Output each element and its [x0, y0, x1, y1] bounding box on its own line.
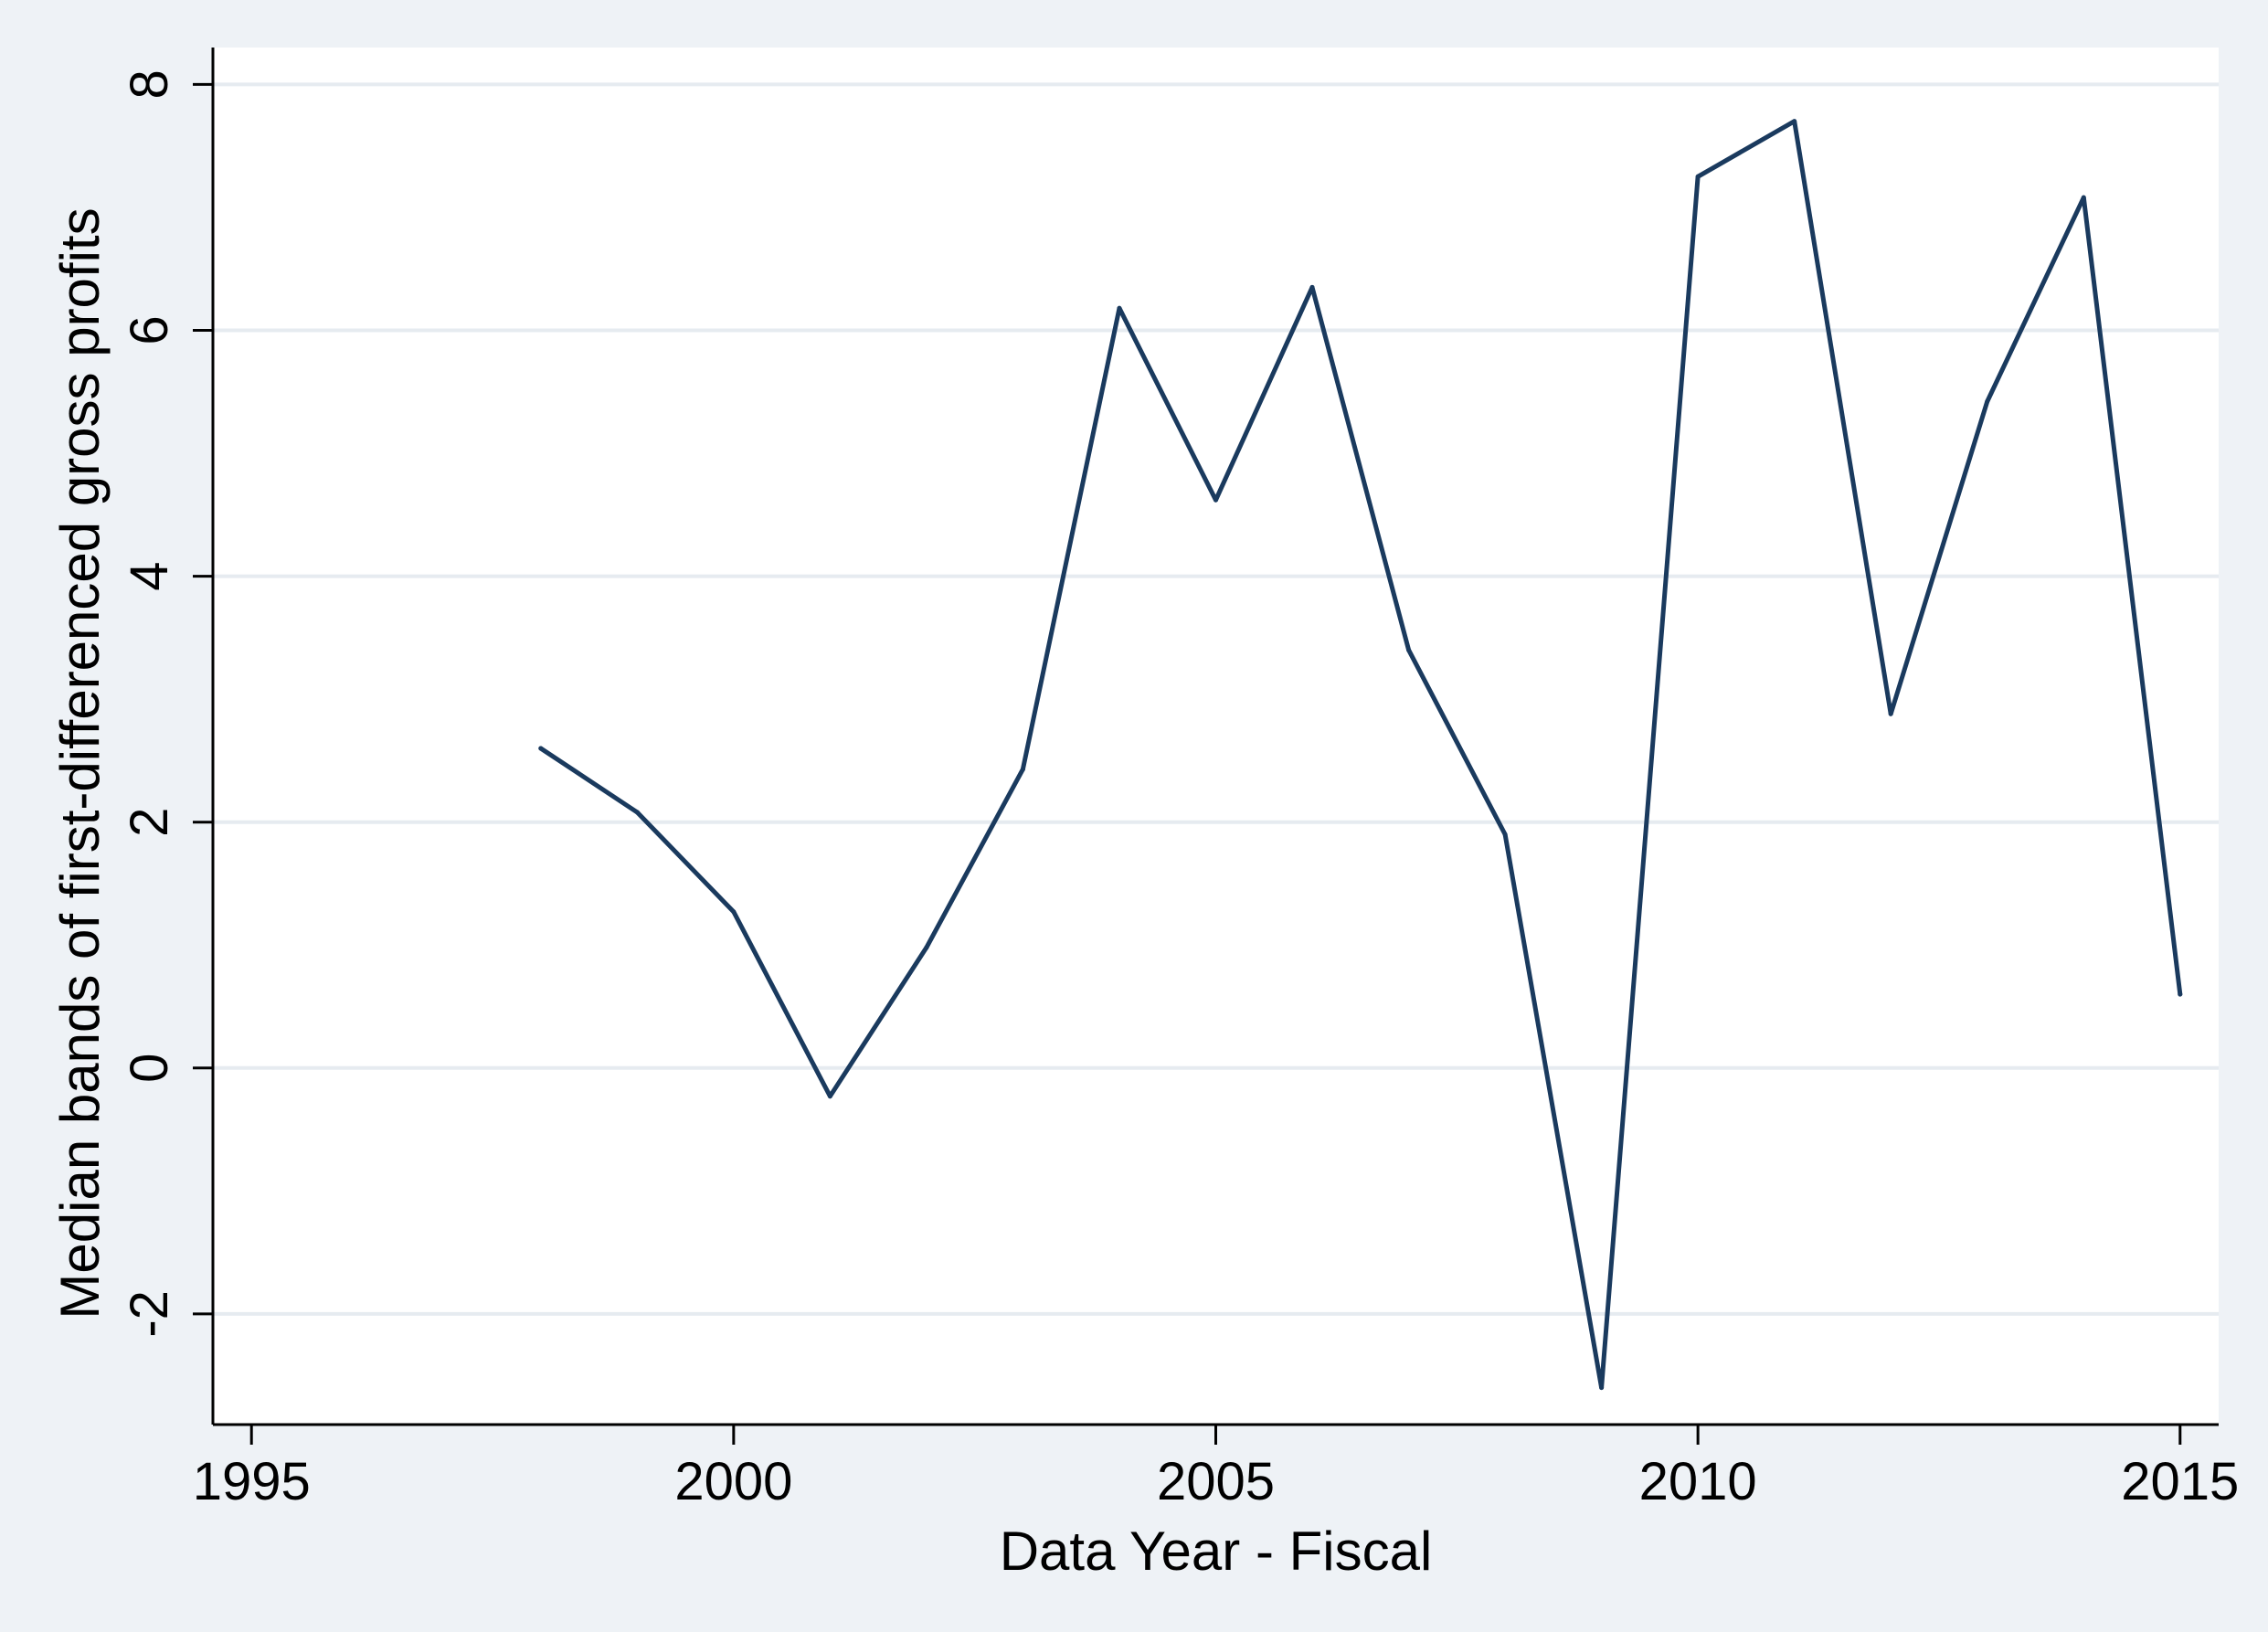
data-point [1985, 399, 1990, 405]
data-point [1020, 767, 1025, 772]
data-point [538, 746, 544, 751]
data-point [1213, 497, 1218, 503]
gridlines [213, 82, 2219, 1316]
x-axis-title: Data Year - Fiscal [1000, 1521, 1433, 1582]
y-tick-label: 2 [120, 808, 179, 837]
x-tick-label: 1995 [193, 1452, 311, 1511]
data-point [1502, 832, 1508, 837]
plot-area [213, 48, 2219, 1425]
data-point [827, 1094, 832, 1099]
series-line [538, 119, 2183, 1391]
y-tick-label: 8 [120, 69, 179, 99]
data-point [1309, 284, 1315, 290]
data-point [731, 909, 737, 915]
y-tick-label: 0 [120, 1054, 179, 1083]
data-point [1695, 174, 1701, 179]
data-point [2081, 195, 2086, 200]
data-point [1888, 711, 1893, 716]
x-tick-label: 2000 [674, 1452, 792, 1511]
y-tick-label: 4 [120, 561, 179, 590]
data-point [634, 810, 640, 815]
data-point [2178, 991, 2183, 997]
x-tick-label: 2015 [2121, 1452, 2239, 1511]
x-tick-label: 2010 [1639, 1452, 1757, 1511]
y-tick-label: -2 [120, 1290, 179, 1338]
y-axis-title: Median bands of first-differenced gross … [49, 207, 111, 1319]
data-point [1406, 647, 1412, 652]
x-axis-ticks: 1995 2000 2005 2010 2015 [193, 1425, 2239, 1511]
data-point [1792, 119, 1797, 124]
data-point [1599, 1385, 1605, 1391]
data-point [1117, 305, 1122, 311]
y-axis-ticks: -2 0 2 4 6 8 [120, 69, 213, 1338]
x-tick-label: 2005 [1157, 1452, 1275, 1511]
data-point [924, 945, 929, 950]
y-tick-label: 6 [120, 315, 179, 344]
series-layer [538, 119, 2183, 1391]
